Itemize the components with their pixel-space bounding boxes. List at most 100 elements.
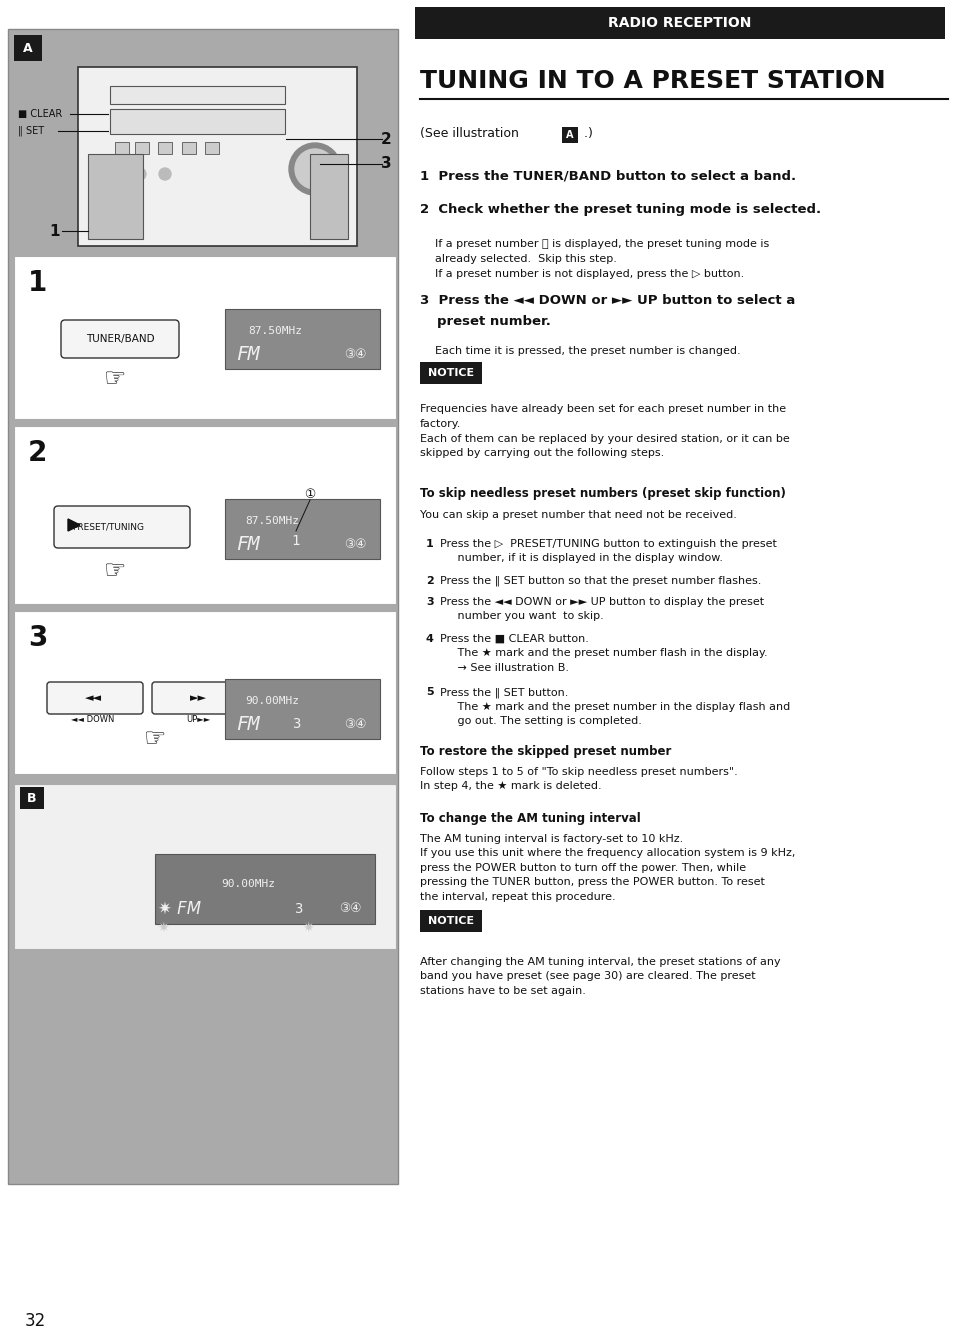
- Text: Follow steps 1 to 5 of "To skip needless preset numbers".
In step 4, the ★ mark : Follow steps 1 to 5 of "To skip needless…: [419, 767, 737, 791]
- Bar: [110, 108, 285, 134]
- Text: ③④: ③④: [343, 537, 366, 550]
- Text: ✷: ✷: [157, 921, 169, 935]
- Text: ③④: ③④: [338, 902, 361, 916]
- Text: 87.50MHz: 87.50MHz: [245, 516, 298, 526]
- Bar: [225, 309, 379, 370]
- Text: 4: 4: [426, 633, 434, 644]
- Text: RADIO RECEPTION: RADIO RECEPTION: [608, 16, 751, 29]
- Text: ◄◄: ◄◄: [85, 694, 101, 703]
- Bar: [115, 142, 129, 154]
- Text: UP►►: UP►►: [186, 715, 210, 724]
- Text: NOTICE: NOTICE: [428, 368, 474, 378]
- Bar: [310, 154, 348, 238]
- Bar: [419, 911, 481, 932]
- Text: A: A: [23, 42, 32, 55]
- Text: FM: FM: [236, 344, 259, 363]
- Bar: [135, 142, 149, 154]
- Text: To skip needless preset numbers (preset skip function): To skip needless preset numbers (preset …: [419, 487, 785, 501]
- Text: 3: 3: [292, 716, 300, 731]
- Text: 2: 2: [28, 439, 48, 467]
- Text: PRESET/TUNING: PRESET/TUNING: [71, 522, 144, 532]
- Text: 3: 3: [426, 597, 434, 607]
- Bar: [205, 142, 219, 154]
- Text: ◄◄ DOWN: ◄◄ DOWN: [71, 715, 114, 724]
- Text: 1: 1: [50, 224, 60, 238]
- Text: If a preset number ⓘ is displayed, the preset tuning mode is
already selected.  : If a preset number ⓘ is displayed, the p…: [435, 238, 768, 279]
- FancyBboxPatch shape: [78, 67, 356, 246]
- Text: 1: 1: [426, 540, 434, 549]
- Text: Press the ▷  PRESET/TUNING button to extinguish the preset
     number, if it is: Press the ▷ PRESET/TUNING button to exti…: [439, 540, 776, 564]
- Text: After changing the AM tuning interval, the preset stations of any
band you have : After changing the AM tuning interval, t…: [419, 957, 780, 996]
- Circle shape: [159, 167, 171, 179]
- Text: ③④: ③④: [343, 718, 366, 731]
- Text: Press the ■ CLEAR button.
     The ★ mark and the preset number flash in the dis: Press the ■ CLEAR button. The ★ mark and…: [439, 633, 767, 672]
- Text: Press the ◄◄ DOWN or ►► UP button to display the preset
     number you want  to: Press the ◄◄ DOWN or ►► UP button to dis…: [439, 597, 763, 621]
- Bar: [110, 86, 285, 104]
- Text: TUNER/BAND: TUNER/BAND: [86, 333, 154, 344]
- Text: 1: 1: [292, 534, 300, 548]
- Bar: [14, 611, 395, 774]
- FancyBboxPatch shape: [47, 682, 143, 714]
- Bar: [225, 499, 379, 558]
- Text: 3: 3: [28, 624, 48, 652]
- Text: 1  Press the TUNER/BAND button to select a band.: 1 Press the TUNER/BAND button to select …: [419, 170, 796, 182]
- Text: 32: 32: [25, 1312, 46, 1330]
- Text: 2  Check whether the preset tuning mode is selected.: 2 Check whether the preset tuning mode i…: [419, 202, 821, 216]
- Bar: [415, 7, 944, 39]
- FancyBboxPatch shape: [61, 320, 179, 358]
- Text: FM: FM: [236, 715, 259, 734]
- Polygon shape: [68, 520, 80, 532]
- Text: You can skip a preset number that need not be received.: You can skip a preset number that need n…: [419, 510, 736, 520]
- Bar: [561, 127, 578, 143]
- Circle shape: [109, 167, 121, 179]
- Text: 3  Press the ◄◄ DOWN or ►► UP button to select a: 3 Press the ◄◄ DOWN or ►► UP button to s…: [419, 295, 795, 308]
- Bar: [14, 785, 395, 949]
- Text: To restore the skipped preset number: To restore the skipped preset number: [419, 744, 671, 758]
- Bar: [158, 142, 172, 154]
- Bar: [225, 679, 379, 739]
- Text: 1: 1: [28, 269, 48, 297]
- Bar: [14, 426, 395, 604]
- Bar: [182, 142, 195, 154]
- Circle shape: [294, 149, 335, 189]
- Bar: [14, 35, 42, 62]
- Text: ‖ SET: ‖ SET: [18, 126, 44, 137]
- Text: ☞: ☞: [104, 558, 126, 582]
- Bar: [419, 362, 481, 384]
- Text: ①: ①: [304, 487, 315, 501]
- Bar: [88, 154, 143, 238]
- Text: 87.50MHz: 87.50MHz: [248, 325, 302, 336]
- FancyBboxPatch shape: [54, 506, 190, 548]
- Text: ☞: ☞: [104, 367, 126, 391]
- Bar: [8, 29, 397, 1184]
- Text: 3: 3: [381, 157, 392, 171]
- FancyBboxPatch shape: [152, 682, 248, 714]
- Text: 90.00MHz: 90.00MHz: [245, 696, 298, 706]
- Bar: [154, 854, 375, 924]
- Text: ✷ FM: ✷ FM: [158, 900, 201, 919]
- Text: TUNING IN TO A PRESET STATION: TUNING IN TO A PRESET STATION: [419, 70, 884, 92]
- Text: ►►: ►►: [190, 694, 206, 703]
- Text: ■ CLEAR: ■ CLEAR: [18, 108, 62, 119]
- Text: FM: FM: [236, 534, 259, 553]
- Bar: [20, 787, 44, 809]
- Text: (See illustration: (See illustration: [419, 127, 522, 141]
- Text: preset number.: preset number.: [436, 315, 550, 328]
- Text: ③④: ③④: [343, 348, 366, 360]
- Text: Each time it is pressed, the preset number is changed.: Each time it is pressed, the preset numb…: [435, 345, 740, 356]
- Bar: [14, 256, 395, 419]
- Text: 2: 2: [426, 576, 434, 586]
- Text: 5: 5: [426, 687, 434, 698]
- Text: ☞: ☞: [144, 727, 166, 751]
- Text: Press the ‖ SET button so that the preset number flashes.: Press the ‖ SET button so that the prese…: [439, 576, 760, 586]
- Text: To change the AM tuning interval: To change the AM tuning interval: [419, 811, 640, 825]
- Circle shape: [289, 143, 340, 195]
- Text: 90.00MHz: 90.00MHz: [221, 878, 274, 889]
- Text: B: B: [28, 791, 37, 805]
- Text: NOTICE: NOTICE: [428, 916, 474, 927]
- Text: The AM tuning interval is factory-set to 10 kHz.
If you use this unit where the : The AM tuning interval is factory-set to…: [419, 834, 795, 901]
- Circle shape: [133, 167, 146, 179]
- Text: 3: 3: [294, 902, 302, 916]
- Text: .): .): [579, 127, 592, 141]
- Text: Frequencies have already been set for each preset number in the
factory.
Each of: Frequencies have already been set for ea…: [419, 404, 789, 458]
